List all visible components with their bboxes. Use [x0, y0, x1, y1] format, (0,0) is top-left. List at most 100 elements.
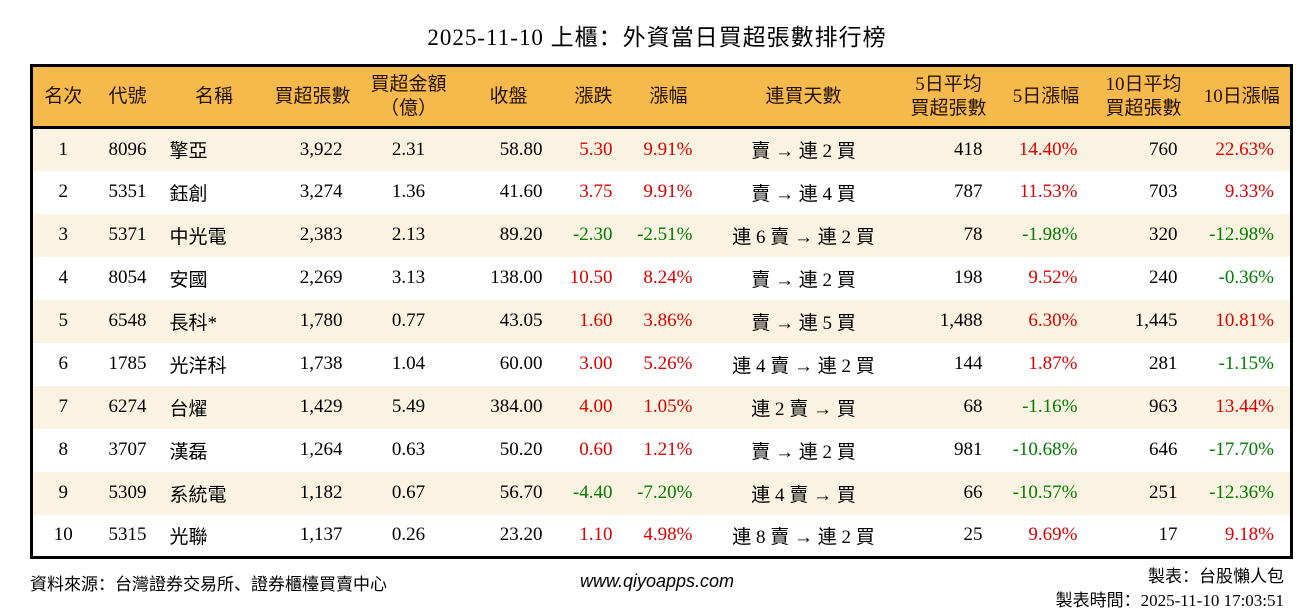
- cell-avg5: 787: [954, 181, 983, 202]
- cell-amt: 1.04: [391, 353, 426, 374]
- cell-chg: 1.10: [579, 524, 613, 546]
- cell-chg: 4.00: [579, 396, 613, 417]
- cell-amt: 1.36: [391, 181, 426, 202]
- cell-close: 138.00: [490, 267, 543, 288]
- cell-code: 5315: [108, 524, 147, 546]
- cell-avg5: 68: [963, 396, 983, 417]
- table-row: 3 5371 中光電 2,383 2.13 89.20 -2.30 -2.51% 連 6 賣 →…: [31, 213, 1292, 257]
- cell-close: 56.70: [499, 482, 543, 503]
- cell-streak: 連 2 賣 → 買: [751, 398, 856, 420]
- cell-vol: 1,780: [299, 310, 343, 331]
- cell-name: 擎亞: [169, 141, 208, 163]
- cell-rank: 1: [58, 138, 69, 160]
- generated-at-label: 製表時間：2025-11-10 17:03:51: [1055, 590, 1285, 610]
- cell-name: 光洋科: [169, 355, 227, 377]
- website-url: www.qiyoapps.com: [579, 571, 735, 591]
- col-header-net-buy-vol: 買超張數: [266, 65, 359, 129]
- cell-name: 系統電: [169, 484, 227, 506]
- table-row: 9 5309 系統電 1,182 0.67 56.70 -4.40 -7.20% 連 4 賣 →…: [31, 471, 1292, 515]
- cell-vol: 1,182: [299, 482, 343, 503]
- cell-streak: 賣 → 連 2 買: [751, 141, 856, 163]
- cell-pct10: -12.98%: [1209, 224, 1274, 245]
- col-header-name: 名稱: [161, 65, 267, 129]
- cell-avg10: 760: [1149, 138, 1178, 160]
- cell-code: 8096: [108, 138, 147, 160]
- cell-avg5: 66: [963, 482, 983, 503]
- cell-close: 58.80: [499, 138, 543, 160]
- cell-streak: 賣 → 連 5 買: [751, 312, 856, 334]
- cell-pct5: 9.69%: [1028, 524, 1078, 546]
- cell-rank: 6: [58, 353, 69, 374]
- cell-avg5: 198: [954, 267, 983, 288]
- cell-streak: 連 6 賣 → 連 2 買: [732, 226, 875, 248]
- cell-streak: 連 8 賣 → 連 2 買: [732, 526, 875, 548]
- cell-name: 台燿: [169, 398, 208, 420]
- cell-chg: 3.75: [579, 181, 613, 202]
- page-title: 2025-11-10 上櫃：外資當日買超張數排行榜: [427, 25, 887, 50]
- cell-name: 漢磊: [169, 441, 208, 463]
- cell-amt: 2.13: [391, 224, 426, 245]
- table-row: 8 3707 漢磊 1,264 0.63 50.20 0.60 1.21% 賣 → 連 2 買 9…: [31, 428, 1292, 472]
- cell-pct5: 1.87%: [1028, 353, 1078, 374]
- col-header-avg10-vol: 10日平均 買超張數: [1093, 65, 1194, 129]
- cell-streak: 賣 → 連 4 買: [751, 183, 856, 205]
- cell-avg5: 144: [954, 353, 983, 374]
- cell-pct10: 9.33%: [1224, 181, 1274, 202]
- foreign-net-buy-ranking-table: 名次 代號 名稱 買超張數 買超金額 （億） 收盤 漲跌 漲幅 連買天數 5日平…: [30, 64, 1293, 559]
- cell-pct5: 11.53%: [1019, 181, 1078, 202]
- cell-chg: -2.30: [572, 224, 613, 245]
- table-header-row: 名次 代號 名稱 買超張數 買超金額 （億） 收盤 漲跌 漲幅 連買天數 5日平…: [31, 65, 1292, 129]
- cell-vol: 1,738: [299, 353, 343, 374]
- cell-code: 5371: [108, 224, 147, 245]
- cell-name: 鈺創: [169, 183, 208, 205]
- cell-chg_pct: 9.91%: [643, 138, 693, 160]
- cell-pct5: 9.52%: [1028, 267, 1078, 288]
- cell-chg_pct: 9.91%: [643, 181, 693, 202]
- table-row: 5 6548 長科* 1,780 0.77 43.05 1.60 3.86% 賣 → 連 5 買…: [31, 299, 1292, 343]
- cell-avg10: 703: [1149, 181, 1178, 202]
- credits-block: 製表：台股懶人包 製表時間：2025-11-10 17:03:51: [734, 565, 1284, 612]
- cell-avg5: 1,488: [939, 310, 983, 331]
- cell-code: 1785: [108, 353, 147, 374]
- cell-chg_pct: -2.51%: [637, 224, 693, 245]
- cell-pct10: -1.15%: [1218, 353, 1274, 374]
- cell-chg_pct: 4.98%: [643, 524, 693, 546]
- cell-close: 384.00: [490, 396, 543, 417]
- cell-amt: 0.77: [391, 310, 426, 331]
- cell-vol: 2,383: [299, 224, 343, 245]
- cell-pct10: 9.18%: [1224, 524, 1274, 546]
- cell-pct10: 10.81%: [1215, 310, 1274, 331]
- cell-pct5: -10.68%: [1012, 439, 1078, 460]
- cell-close: 23.20: [499, 524, 543, 546]
- cell-amt: 0.63: [391, 439, 426, 460]
- cell-avg10: 1,445: [1134, 310, 1178, 331]
- cell-pct10: -17.70%: [1209, 439, 1274, 460]
- cell-chg: -4.40: [572, 482, 613, 503]
- cell-close: 50.20: [499, 439, 543, 460]
- table-row: 4 8054 安國 2,269 3.13 138.00 10.50 8.24% 賣 → 連 2 …: [31, 256, 1292, 300]
- cell-avg5: 418: [954, 138, 983, 160]
- col-header-avg5-vol: 5日平均 買超張數: [898, 65, 999, 129]
- col-header-pct5: 5日漲幅: [998, 65, 1094, 129]
- cell-chg_pct: -7.20%: [637, 482, 693, 503]
- cell-rank: 3: [58, 224, 69, 245]
- cell-chg_pct: 1.05%: [643, 396, 693, 417]
- cell-pct10: 13.44%: [1215, 396, 1274, 417]
- cell-chg_pct: 3.86%: [643, 310, 693, 331]
- cell-name: 中光電: [169, 226, 227, 248]
- cell-chg: 0.60: [579, 439, 613, 460]
- cell-close: 60.00: [499, 353, 543, 374]
- cell-avg10: 320: [1149, 224, 1178, 245]
- cell-avg10: 646: [1149, 439, 1178, 460]
- cell-vol: 2,269: [299, 267, 343, 288]
- cell-avg5: 981: [954, 439, 983, 460]
- cell-name: 光聯: [169, 526, 208, 548]
- cell-close: 41.60: [499, 181, 543, 202]
- cell-chg_pct: 5.26%: [643, 353, 693, 374]
- table-row: 1 8096 擎亞 3,922 2.31 58.80 5.30 9.91% 賣 → 連 2 買 4…: [31, 127, 1292, 171]
- cell-pct10: -12.36%: [1209, 482, 1274, 503]
- cell-amt: 2.31: [391, 138, 426, 160]
- col-header-change-pct: 漲幅: [628, 65, 709, 129]
- cell-vol: 1,137: [299, 524, 343, 546]
- cell-avg10: 963: [1149, 396, 1178, 417]
